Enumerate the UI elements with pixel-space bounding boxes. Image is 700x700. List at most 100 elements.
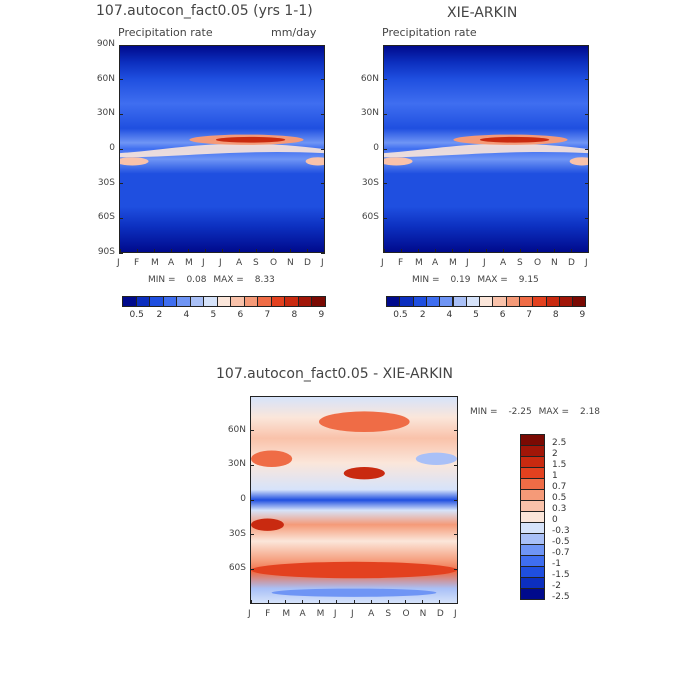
panel-model-y-tickmark-right <box>321 44 325 46</box>
panel-model-colorbar-cell <box>122 296 137 307</box>
panel-obs-x-tick-label: N <box>551 258 558 268</box>
panel-diff-colorbar-label: 2 <box>552 449 558 459</box>
panel-model-y-tickmark-right <box>321 148 325 150</box>
panel-diff-x-tick-label: N <box>419 609 427 619</box>
panel-obs-y-tickmark-right <box>585 79 589 81</box>
panel-model-colorbar-cell <box>297 296 312 307</box>
panel-obs-min-label: MIN = <box>412 275 440 285</box>
panel-obs-colorbar-cell <box>519 296 534 307</box>
panel-obs-y-tick-label: 60S <box>361 212 379 223</box>
panel-diff-x-tick-label: A <box>368 609 375 619</box>
panel-obs-colorbar-cell <box>492 296 507 307</box>
panel-model-y-tick-label: 60S <box>97 212 115 223</box>
panel-obs-x-tickmark <box>570 249 572 253</box>
panel-model-x-tickmark <box>238 249 240 253</box>
panel-diff-colorbar-label: -0.3 <box>552 526 570 536</box>
panel-model-colorbar-label: 2 <box>156 310 163 320</box>
panel-obs-x-tickmark <box>519 249 521 253</box>
panel-diff-sh-west-positive <box>251 518 284 531</box>
panel-model-colorbar-label: 7 <box>264 310 271 320</box>
panel-obs-y-tickmark-right <box>585 113 589 115</box>
panel-diff-colorbar-label: 0.5 <box>552 493 567 503</box>
panel-obs-colorbar-cell <box>479 296 494 307</box>
panel-diff-colorbar-label: 0 <box>552 515 558 525</box>
panel-obs-title: XIE-ARKIN <box>447 5 518 21</box>
panel-obs-x-tick-label: A <box>500 258 507 268</box>
panel-obs-y-tickmark-left <box>383 217 387 219</box>
panel-obs-x-tick-label: F <box>398 258 404 268</box>
panel-obs-colorbar-cell <box>572 296 587 307</box>
panel-obs-x-tickmark <box>383 249 385 253</box>
panel-diff-x-tick-label: J <box>248 609 251 619</box>
panel-model-itcz-band <box>120 143 324 158</box>
panel-diff-y-tickmark-left <box>250 430 254 432</box>
panel-obs-y-tick-label: 60N <box>360 73 379 84</box>
panel-model-colorbar-cell <box>162 296 177 307</box>
panel-model-itcz-peak <box>215 136 286 143</box>
panel-obs-colorbar-cell <box>505 296 520 307</box>
panel-obs-y-tickmark-right <box>585 183 589 185</box>
panel-diff-y-tickmark-right <box>454 430 458 432</box>
panel-model-x-tick-label: O <box>270 258 278 268</box>
panel-model-x-tick-label: J <box>219 258 222 268</box>
panel-diff-plot <box>250 396 458 604</box>
panel-obs-max-label: MAX = <box>477 275 508 285</box>
panel-model-x-tick-label: M <box>151 258 159 268</box>
panel-diff-x-tickmark <box>456 600 458 604</box>
panel-model-y-tickmark-left <box>119 44 123 46</box>
panel-obs-x-tick-label: J <box>483 258 486 268</box>
panel-model-min-value: 0.08 <box>186 275 207 285</box>
panel-model-x-tickmark <box>221 249 223 253</box>
panel-diff-y-tick-label: 60S <box>228 563 246 574</box>
panel-obs-x-tick-label: O <box>534 258 542 268</box>
panel-diff-x-tickmark <box>302 600 303 604</box>
panel-diff-colorbar-label: 1.5 <box>552 460 567 470</box>
panel-diff-y-tickmark-left <box>250 464 254 466</box>
panel-model-y-tick-label: 0 <box>109 143 115 153</box>
panel-model-x-tick-label: D <box>304 258 311 268</box>
panel-model-colorbar-cell <box>311 296 326 307</box>
panel-obs-itcz-peak <box>479 136 550 143</box>
panel-model-x-tickmark <box>136 249 138 253</box>
panel-obs-x-tickmark <box>502 249 504 253</box>
panel-model-colorbar-cell <box>135 296 150 307</box>
panel-diff-x-tick-label: J <box>454 609 457 619</box>
panel-model-colorbar-label: 4 <box>183 310 190 320</box>
panel-obs-colorbar-label: 2 <box>419 310 426 320</box>
panel-diff-x-tickmark <box>250 600 252 604</box>
panel-model-y-tick-label: 30S <box>97 177 115 188</box>
panel-model-y-tickmark-left <box>119 113 123 115</box>
panel-obs-colorbar-label: 7 <box>526 310 533 320</box>
panel-model-colorbar-cell <box>230 296 245 307</box>
panel-obs-colorbar-label: 8 <box>552 310 559 320</box>
panel-diff-x-tick-label: S <box>385 609 392 619</box>
panel-obs-colorbar-label: 4 <box>446 310 453 320</box>
panel-obs-x-tickmark <box>400 249 402 253</box>
panel-obs-stats: MIN = 0.19 MAX = 9.15 <box>412 275 539 285</box>
panel-diff-colorbar-label: -0.5 <box>552 537 570 547</box>
panel-diff-sh-positive-band <box>251 561 457 579</box>
panel-diff-x-tick-label: M <box>316 609 325 619</box>
panel-model-plot <box>119 45 325 253</box>
panel-model-colorbar-cell <box>203 296 218 307</box>
panel-obs-min-value: 0.19 <box>450 275 471 285</box>
panel-model-y-tick-label: 90N <box>96 39 115 49</box>
panel-obs-y-tickmark-left <box>383 113 387 115</box>
panel-obs-y-tickmark-left <box>383 79 387 81</box>
panel-obs-x-tick-label: M <box>415 258 423 268</box>
panel-model-x-tick-label: J <box>117 258 120 268</box>
panel-model-x-tickmark <box>153 249 155 253</box>
panel-diff-nh-positive <box>318 411 410 433</box>
panel-model-colorbar-cell <box>216 296 231 307</box>
panel-model-colorbar-cell <box>270 296 285 307</box>
panel-diff-x-tick-label: A <box>299 609 306 619</box>
panel-obs-subtitle-left: Precipitation rate <box>382 26 477 39</box>
panel-obs-x-tick-label: S <box>517 258 523 268</box>
panel-obs-colorbar-cell <box>452 296 467 307</box>
panel-obs-x-tick-label: J <box>381 258 384 268</box>
panel-model-y-tickmark-right <box>321 79 325 81</box>
panel-model-y-tickmark-left <box>119 252 123 254</box>
panel-model-subtitle-left: Precipitation rate <box>118 26 213 39</box>
panel-diff-y-tick-label: 60N <box>227 424 246 435</box>
panel-obs-y-tickmark-left <box>383 148 387 150</box>
